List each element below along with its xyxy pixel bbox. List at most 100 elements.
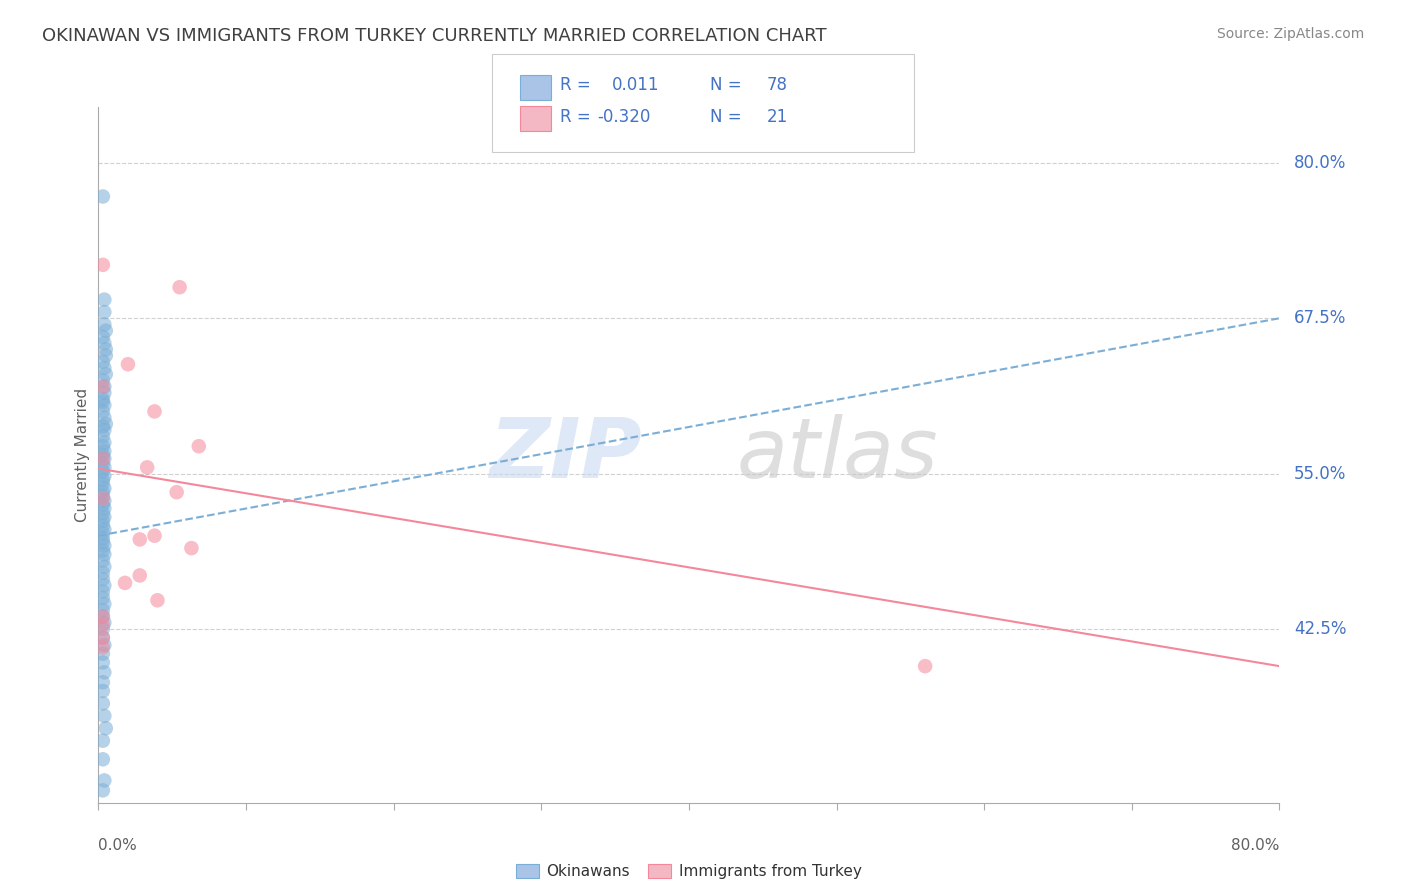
Point: [93, 423, 115, 437]
Point: [91, 514, 114, 528]
Point: [93, 410, 115, 425]
Point: [169, 280, 191, 294]
Point: [91, 506, 114, 520]
Point: [93, 523, 115, 537]
Point: [91, 609, 114, 624]
Point: [146, 593, 169, 607]
Point: [91, 566, 114, 580]
Point: [91, 553, 114, 567]
Point: [91, 752, 114, 766]
Point: [91, 609, 114, 624]
Point: [93, 510, 115, 524]
Point: [93, 293, 115, 307]
Point: [93, 435, 115, 450]
Point: [93, 773, 115, 788]
Point: [93, 494, 115, 508]
Point: [91, 258, 114, 272]
Point: [128, 568, 150, 582]
Text: 55.0%: 55.0%: [1294, 465, 1347, 483]
Point: [93, 615, 115, 630]
Point: [91, 684, 114, 698]
Point: [94, 343, 117, 357]
Point: [143, 404, 166, 418]
Text: N =: N =: [710, 108, 741, 126]
Point: [93, 460, 115, 475]
Point: [94, 417, 117, 431]
Point: [91, 675, 114, 690]
Point: [93, 336, 115, 351]
Point: [93, 361, 115, 376]
Point: [94, 349, 117, 363]
Point: [93, 559, 115, 574]
Text: 80.0%: 80.0%: [1294, 154, 1347, 172]
Point: [91, 439, 114, 453]
Point: [91, 647, 114, 661]
Point: [91, 631, 114, 645]
Point: [93, 385, 115, 400]
Text: 42.5%: 42.5%: [1294, 620, 1347, 638]
Point: [91, 622, 114, 636]
Point: [93, 539, 115, 553]
Point: [91, 330, 114, 344]
Point: [91, 448, 114, 462]
Point: [93, 444, 115, 458]
Point: [128, 533, 150, 547]
Text: 21: 21: [766, 108, 787, 126]
Text: R =: R =: [560, 108, 591, 126]
Legend: Okinawans, Immigrants from Turkey: Okinawans, Immigrants from Turkey: [510, 858, 868, 886]
Point: [93, 305, 115, 319]
Point: [914, 659, 936, 673]
Point: [166, 485, 188, 500]
Point: [114, 575, 136, 590]
Point: [91, 631, 114, 645]
Point: [91, 419, 114, 434]
Point: [91, 355, 114, 369]
Point: [91, 491, 114, 506]
Point: [94, 367, 117, 381]
Point: [91, 373, 114, 387]
Point: [187, 439, 209, 453]
Text: 78: 78: [766, 76, 787, 94]
Y-axis label: Currently Married: Currently Married: [75, 388, 90, 522]
Point: [91, 618, 114, 632]
Text: ZIP: ZIP: [489, 415, 641, 495]
Point: [91, 531, 114, 545]
Point: [136, 460, 159, 475]
Point: [180, 541, 202, 555]
Text: 80.0%: 80.0%: [1232, 838, 1279, 854]
Point: [91, 379, 114, 393]
Point: [91, 640, 114, 655]
Point: [91, 394, 114, 409]
Point: [93, 578, 115, 592]
Point: [91, 535, 114, 549]
Text: -0.320: -0.320: [598, 108, 651, 126]
Point: [91, 656, 114, 670]
Point: [94, 324, 117, 338]
Text: OKINAWAN VS IMMIGRANTS FROM TURKEY CURRENTLY MARRIED CORRELATION CHART: OKINAWAN VS IMMIGRANTS FROM TURKEY CURRE…: [42, 27, 827, 45]
Point: [91, 429, 114, 443]
Point: [91, 572, 114, 586]
Point: [91, 476, 114, 491]
Text: 0.0%: 0.0%: [98, 838, 138, 854]
Text: 67.5%: 67.5%: [1294, 310, 1347, 327]
Point: [91, 526, 114, 541]
Point: [91, 392, 114, 406]
Point: [91, 464, 114, 478]
Point: [91, 591, 114, 605]
Point: [91, 473, 114, 487]
Point: [93, 597, 115, 611]
Point: [93, 398, 115, 412]
Point: [91, 518, 114, 533]
Point: [91, 543, 114, 558]
Point: [91, 783, 114, 797]
Point: [143, 529, 166, 543]
Point: [91, 485, 114, 500]
Point: [91, 457, 114, 471]
Point: [94, 721, 117, 735]
Point: [93, 318, 115, 332]
Point: [93, 469, 115, 483]
Point: [91, 189, 114, 203]
Point: [91, 584, 114, 599]
Point: [93, 451, 115, 466]
Point: [93, 638, 115, 652]
